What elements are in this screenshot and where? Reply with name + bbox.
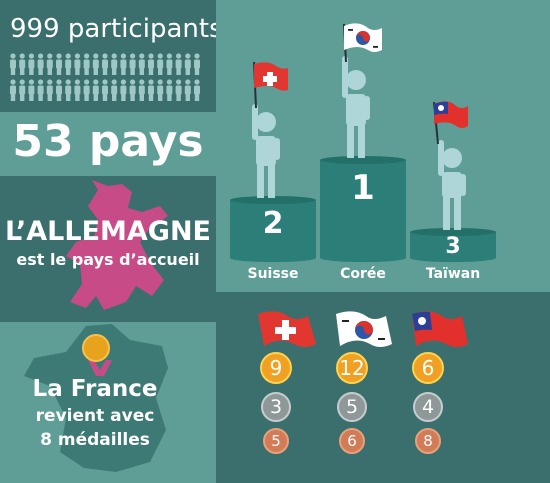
person-icon: [65, 79, 72, 101]
medal-table-taiwan-flag-icon: [412, 311, 468, 347]
bear-icon: [66, 180, 168, 310]
person-icon: [148, 53, 154, 75]
participants-count: 999 participants: [10, 14, 216, 44]
participants-people-icons: [10, 53, 200, 101]
podium-rank-second: 2: [262, 206, 284, 241]
bronze-medal-count: 6: [339, 428, 365, 454]
bronze-medal-count: 5: [263, 428, 289, 454]
korean-flag-icon: [344, 23, 382, 52]
participants-panel: 999 participants: [0, 0, 216, 112]
person-icon: [83, 79, 90, 101]
person-icon: [129, 53, 136, 75]
person-icon: [157, 53, 164, 75]
person-icon: [28, 53, 35, 75]
person-icon: [157, 79, 164, 101]
person-icon: [56, 79, 62, 101]
medal-table-swiss-flag-icon: [258, 311, 316, 347]
person-icon: [102, 53, 108, 75]
podium-block-third: [410, 228, 496, 262]
gold-medal-count: 6: [412, 352, 444, 384]
person-icon: [10, 53, 16, 75]
person-icon: [138, 53, 145, 75]
person-icon: [46, 53, 53, 75]
person-icon: [129, 79, 136, 101]
person-icon: [83, 53, 90, 75]
podium-rank-first: 1: [351, 168, 375, 208]
person-icon: [184, 79, 191, 101]
bronze-medal-count: 8: [415, 428, 441, 454]
person-icon: [46, 79, 53, 101]
silver-medal-count: 3: [261, 392, 291, 422]
person-icon: [120, 53, 127, 75]
person-icon: [120, 79, 127, 101]
winner-figure-third: [438, 140, 466, 230]
medal-table-graphic: [258, 311, 468, 347]
person-icon: [166, 53, 173, 75]
gold-medal-count: 12: [336, 352, 368, 384]
silver-medal-count: 4: [413, 392, 443, 422]
silver-medal-count: 5: [337, 392, 367, 422]
medal-table-korean-flag-icon: [336, 311, 392, 347]
host-panel: L’ALLEMAGNE est le pays d’accueil: [0, 176, 216, 322]
person-icon: [175, 79, 182, 101]
host-subtitle: est le pays d’accueil: [16, 250, 200, 269]
person-icon: [56, 53, 62, 75]
person-icon: [194, 79, 200, 101]
person-icon: [166, 79, 173, 101]
podium-country-first: Corée: [340, 266, 386, 282]
medal-icon: [82, 334, 112, 376]
person-icon: [175, 53, 182, 75]
podium-block-second: [230, 196, 316, 262]
winner-figure-first: [342, 56, 370, 158]
person-icon: [37, 79, 44, 101]
france-line-1: La France: [32, 376, 158, 402]
taiwan-flag-icon: [434, 101, 468, 128]
medal-table-panel: 9 3 5 12 5 6 6 4 8: [216, 292, 550, 483]
person-icon: [37, 53, 44, 75]
person-icon: [19, 53, 26, 75]
person-icon: [28, 79, 35, 101]
person-icon: [194, 53, 200, 75]
winner-figure-second: [252, 104, 280, 198]
person-icon: [92, 79, 99, 101]
podium-panel: 1 2 3 Corée Suisse Taïwan: [216, 0, 550, 292]
countries-panel: 53 pays: [0, 112, 216, 176]
podium-block-first: [320, 156, 406, 262]
podium-country-third: Taïwan: [425, 266, 481, 282]
podium-rank-third: 3: [445, 234, 461, 259]
swiss-flag-icon: [254, 62, 288, 91]
person-icon: [92, 53, 99, 75]
france-line-3: 8 médailles: [40, 430, 150, 450]
person-icon: [65, 53, 72, 75]
person-icon: [74, 53, 81, 75]
countries-count: 53 pays: [12, 116, 204, 167]
podium-graphic: [230, 23, 496, 262]
person-icon: [102, 79, 108, 101]
france-map-shape: [24, 324, 168, 472]
france-line-2: revient avec: [35, 406, 155, 426]
person-icon: [74, 79, 81, 101]
host-country: L’ALLEMAGNE: [5, 216, 211, 247]
person-icon: [138, 79, 145, 101]
france-panel: La France revient avec 8 médailles: [0, 322, 216, 483]
podium-country-second: Suisse: [247, 266, 299, 282]
gold-medal-count: 9: [260, 352, 292, 384]
person-icon: [10, 79, 16, 101]
person-icon: [184, 53, 191, 75]
person-icon: [111, 79, 118, 101]
person-icon: [111, 53, 118, 75]
person-icon: [19, 79, 26, 101]
person-icon: [148, 79, 154, 101]
